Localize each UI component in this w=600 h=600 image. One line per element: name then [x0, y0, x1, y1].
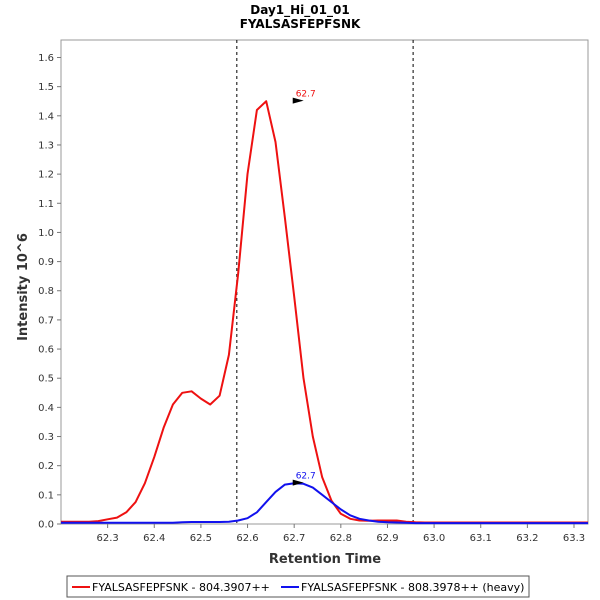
x-tick-label: 63.2 — [516, 533, 538, 544]
y-axis: 0.0 0.1 0.2 0.3 0.4 0.5 0.6 0.7 0.8 0.9 1.0 1.1 1.2 1… — [38, 53, 61, 531]
legend-entry-light: FYALSASFEPFSNK - 804.3907++ — [92, 581, 270, 594]
x-tick-label: 63.0 — [423, 533, 445, 544]
x-tick-label: 63.3 — [563, 533, 585, 544]
peak-marker-icon — [292, 479, 304, 486]
y-tick-label: 0.1 — [38, 490, 54, 501]
x-axis: 62.3 62.4 62.5 62.6 62.7 62.8 62.9 63.0 63.1 63.2… — [97, 524, 585, 544]
y-tick-label: 0.6 — [38, 345, 54, 356]
y-tick-label: 1.1 — [38, 199, 54, 210]
y-tick-label: 1.0 — [38, 228, 54, 239]
y-tick-label: 0.5 — [38, 374, 54, 385]
x-tick-label: 63.1 — [470, 533, 492, 544]
x-tick-label: 62.3 — [97, 533, 119, 544]
y-tick-label: 0.2 — [38, 461, 54, 472]
series-group — [61, 100, 588, 525]
y-tick-label: 1.4 — [38, 111, 54, 122]
legend-entry-heavy: FYALSASFEPFSNK - 808.3978++ (heavy) — [301, 581, 524, 594]
x-tick-label: 62.5 — [190, 533, 212, 544]
y-tick-label: 0.9 — [38, 257, 54, 268]
chart-subtitle: FYALSASFEPFSNK — [240, 17, 361, 31]
y-tick-label: 1.3 — [38, 140, 54, 151]
y-tick-label: 1.5 — [38, 82, 54, 93]
y-tick-label: 0.0 — [38, 520, 54, 531]
x-tick-label: 62.8 — [330, 533, 352, 544]
x-tick-label: 62.6 — [236, 533, 258, 544]
peak-label: 62.7 — [296, 472, 316, 482]
y-tick-label: 0.4 — [38, 403, 54, 414]
plot-area — [60, 39, 589, 525]
legend: FYALSASFEPFSNK - 804.3907++ FYALSASFEPFS… — [66, 575, 530, 598]
x-tick-label: 62.7 — [283, 533, 305, 544]
y-axis-label: Intensity 10^6 — [16, 233, 31, 341]
y-tick-label: 1.6 — [38, 53, 54, 64]
peak-annotations: 62.7 62.7 — [292, 90, 316, 486]
peak-label: 62.7 — [296, 90, 316, 100]
y-tick-label: 0.7 — [38, 315, 54, 326]
x-tick-label: 62.9 — [376, 533, 398, 544]
y-tick-label: 1.2 — [38, 170, 54, 181]
series-line-heavy — [61, 482, 588, 525]
x-axis-label: Retention Time — [269, 552, 381, 567]
peak-marker-icon — [292, 97, 304, 104]
chart-title: Day1_Hi_01_01 — [250, 3, 349, 18]
y-tick-label: 0.3 — [38, 432, 54, 443]
x-tick-label: 62.4 — [143, 533, 165, 544]
y-tick-label: 0.8 — [38, 286, 54, 297]
